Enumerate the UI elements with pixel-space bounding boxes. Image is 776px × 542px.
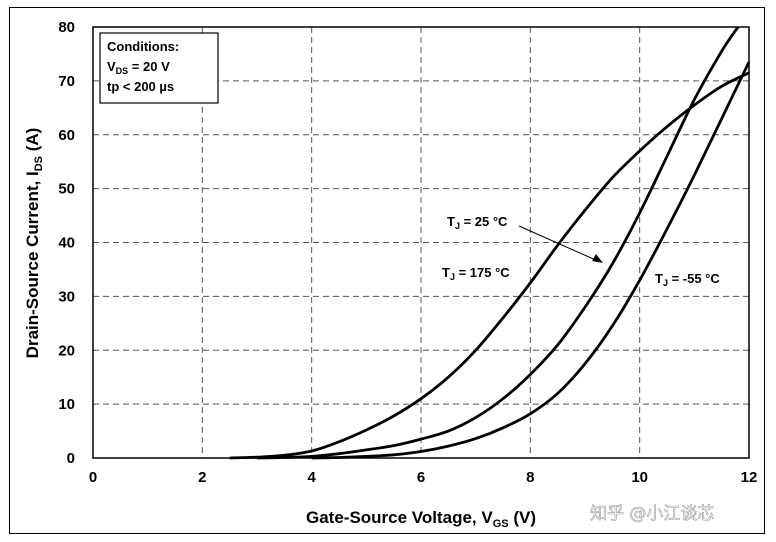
y-tick-label: 50 — [58, 181, 75, 198]
x-tick-label: 12 — [741, 469, 758, 486]
y-tick-label: 60 — [58, 127, 75, 144]
y-tick-label: 10 — [58, 396, 75, 413]
svg-text:TJ = 25 °C: TJ = 25 °C — [447, 214, 508, 231]
x-tick-label: 8 — [526, 469, 534, 486]
curves — [229, 26, 751, 460]
y-tick-label: 40 — [58, 235, 75, 252]
svg-text:TJ = 175 °C: TJ = 175 °C — [442, 265, 510, 282]
x-axis-label: Gate-Source Voltage, VGS (V) — [306, 508, 536, 530]
label-minus55c: TJ = -55 °C — [650, 268, 735, 288]
plot-area — [92, 26, 750, 459]
y-axis-label: Drain-Source Current, IDS (A) — [23, 128, 45, 359]
x-tick-label: 4 — [307, 469, 316, 486]
label-175c: TJ = 175 °C — [437, 262, 525, 282]
conditions-box: Conditions: VDS = 20 V tp < 200 µs — [99, 32, 219, 104]
conditions-tp: tp < 200 µs — [107, 79, 174, 94]
x-tick-label: 0 — [89, 469, 97, 486]
y-tick-label: 80 — [58, 19, 75, 36]
watermark: 知乎 @小江谈芯 — [590, 504, 714, 524]
x-tick-label: 6 — [417, 469, 425, 486]
conditions-title: Conditions: — [107, 39, 179, 54]
y-tick-label: 30 — [58, 288, 75, 305]
y-tick-label: 70 — [58, 73, 75, 90]
x-tick-label: 10 — [631, 469, 648, 486]
curve-tj-175c — [229, 71, 750, 460]
y-tick-label: 0 — [67, 450, 75, 467]
conditions-vds: VDS = 20 V — [107, 59, 170, 76]
x-tick-label: 2 — [198, 469, 206, 486]
curve-tj-25c — [256, 26, 740, 460]
tick-labels: 0 2 4 6 8 10 12 0 10 20 30 40 50 60 70 80 — [58, 19, 757, 486]
curve-tj-minus55c — [311, 61, 751, 460]
label-25c: TJ = 25 °C — [440, 211, 603, 263]
svg-text:TJ = -55 °C: TJ = -55 °C — [655, 271, 720, 288]
y-tick-label: 20 — [58, 342, 75, 359]
